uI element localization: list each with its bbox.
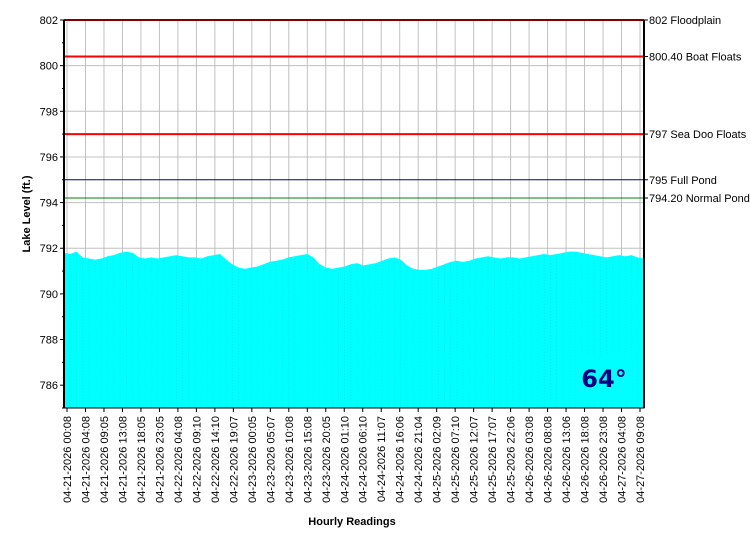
reference-labels: 802 Floodplain 800.40 Boat Floats 797 Sea … <box>644 15 750 205</box>
x-tick-label: 04-27-2026 09:08 <box>635 416 647 503</box>
temperature-value: 64° <box>581 365 626 393</box>
x-tick-label: 04-24-2026 11:07 <box>376 416 388 502</box>
x-tick-label: 04-27-2026 04:08 <box>617 416 629 503</box>
reference-label: 800.40 Boat Floats <box>649 52 742 64</box>
x-tick-label: 04-24-2026 16:06 <box>395 416 407 503</box>
x-tick-label: 04-25-2026 17:07 <box>487 416 499 503</box>
y-tick-label: 786 <box>40 380 58 392</box>
x-tick-label: 04-26-2026 13:06 <box>561 416 573 503</box>
x-tick-label: 04-23-2026 15:08 <box>302 416 314 503</box>
temperature-badge: 64° <box>576 355 632 401</box>
series-area <box>64 251 644 408</box>
x-tick-label: 04-22-2026 14:10 <box>210 416 222 503</box>
x-tick-label: 04-25-2026 02:09 <box>432 416 444 503</box>
x-tick-label: 04-24-2026 01:10 <box>339 416 351 503</box>
x-axis-title: Hourly Readings <box>308 516 395 528</box>
series-stipple <box>63 253 645 408</box>
y-tick-label: 794 <box>40 198 58 210</box>
reference-label: 802 Floodplain <box>649 15 721 27</box>
y-ticks: 786 788 790 792 794 796 798 800 802 <box>40 15 64 409</box>
x-tick-label: 04-21-2026 13:08 <box>117 416 129 503</box>
reference-label: 794.20 Normal Pond <box>649 193 750 205</box>
x-tick-label: 04-23-2026 05:07 <box>265 416 277 503</box>
y-tick-label: 802 <box>40 15 58 27</box>
x-tick-label: 04-23-2026 20:05 <box>321 416 333 503</box>
y-tick-label: 796 <box>40 152 58 164</box>
y-axis-title: Lake Level (ft.) <box>21 175 33 252</box>
x-tick-label: 04-25-2026 07:10 <box>450 416 462 503</box>
y-tick-label: 790 <box>40 289 58 301</box>
x-tick-label: 04-24-2026 06:10 <box>358 416 370 503</box>
x-tick-label: 04-25-2026 12:07 <box>469 416 481 503</box>
y-tick-label: 788 <box>40 335 58 347</box>
x-tick-label: 04-21-2026 23:05 <box>154 416 166 503</box>
x-tick-label: 04-26-2026 03:08 <box>524 416 536 503</box>
reference-label: 797 Sea Doo Floats <box>649 129 747 141</box>
y-tick-label: 792 <box>40 243 58 255</box>
x-tick-label: 04-25-2026 22:06 <box>506 416 518 503</box>
x-tick-label: 04-23-2026 00:05 <box>247 416 259 503</box>
x-tick-label: 04-26-2026 18:08 <box>580 416 592 503</box>
y-tick-label: 798 <box>40 106 58 118</box>
x-tick-label: 04-22-2026 04:08 <box>173 416 185 503</box>
reference-label: 795 Full Pond <box>649 175 717 187</box>
badge-background <box>576 355 632 401</box>
x-tick-label: 04-22-2026 19:07 <box>228 416 240 503</box>
x-ticks: 04-21-2026 00:08 04-21-2026 04:08 04-21-20… <box>62 408 647 503</box>
x-tick-label: 04-26-2026 23:08 <box>598 416 610 503</box>
x-tick-label: 04-23-2026 10:08 <box>284 416 296 503</box>
x-tick-label: 04-21-2026 18:05 <box>136 416 148 503</box>
x-tick-label: 04-26-2026 08:08 <box>543 416 555 503</box>
y-tick-label: 800 <box>40 61 58 73</box>
x-tick-label: 04-21-2026 00:08 <box>62 416 74 503</box>
x-tick-label: 04-21-2026 04:08 <box>80 416 92 503</box>
x-tick-label: 04-24-2026 21:04 <box>413 416 425 503</box>
x-tick-label: 04-21-2026 09:05 <box>99 416 111 503</box>
x-tick-label: 04-22-2026 09:10 <box>191 416 203 503</box>
